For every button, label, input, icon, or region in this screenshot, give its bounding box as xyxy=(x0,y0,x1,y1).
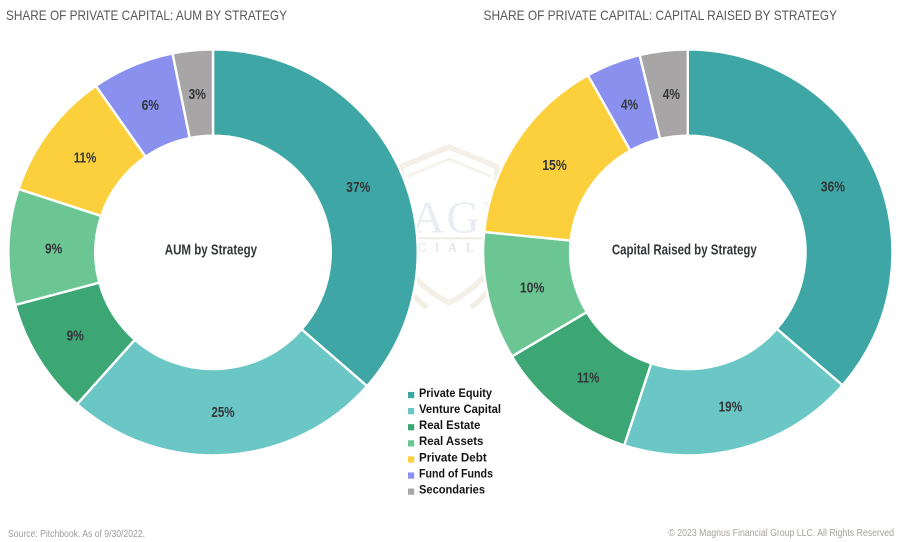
svg-text:Private Equity: Private Equity xyxy=(419,386,492,400)
svg-text:11%: 11% xyxy=(74,150,97,167)
svg-text:Capital Raised by Strategy: Capital Raised by Strategy xyxy=(612,242,757,259)
svg-text:36%: 36% xyxy=(821,179,845,196)
svg-text:11%: 11% xyxy=(577,369,600,386)
svg-text:Source: Pitchbook. As of 9/30/: Source: Pitchbook. As of 9/30/2022. xyxy=(8,529,145,540)
svg-text:Real Assets: Real Assets xyxy=(419,434,484,448)
svg-text:4%: 4% xyxy=(621,96,638,113)
svg-text:Secondaries: Secondaries xyxy=(419,483,485,497)
svg-text:AUM by Strategy: AUM by Strategy xyxy=(165,242,258,259)
svg-text:25%: 25% xyxy=(211,404,234,421)
svg-text:Fund of Funds: Fund of Funds xyxy=(419,466,493,480)
svg-text:6%: 6% xyxy=(142,97,159,114)
svg-text:9%: 9% xyxy=(45,240,62,257)
svg-text:Private Debt: Private Debt xyxy=(419,450,487,464)
svg-text:3%: 3% xyxy=(188,86,206,103)
svg-text:Venture Capital: Venture Capital xyxy=(419,402,501,416)
svg-text:10%: 10% xyxy=(520,279,545,296)
svg-text:SHARE OF PRIVATE CAPITAL: AUM: SHARE OF PRIVATE CAPITAL: AUM BY STRATEG… xyxy=(6,8,287,23)
svg-text:19%: 19% xyxy=(719,399,743,416)
svg-text:37%: 37% xyxy=(346,179,370,196)
svg-text:© 2023 Magnus Financial Group: © 2023 Magnus Financial Group LLC. All R… xyxy=(668,528,894,539)
svg-text:SHARE OF PRIVATE CAPITAL: CAPI: SHARE OF PRIVATE CAPITAL: CAPITAL RAISED… xyxy=(484,8,838,23)
svg-text:Real Estate: Real Estate xyxy=(419,418,481,432)
svg-text:9%: 9% xyxy=(67,328,84,345)
svg-text:15%: 15% xyxy=(542,157,567,174)
svg-text:4%: 4% xyxy=(663,86,680,103)
